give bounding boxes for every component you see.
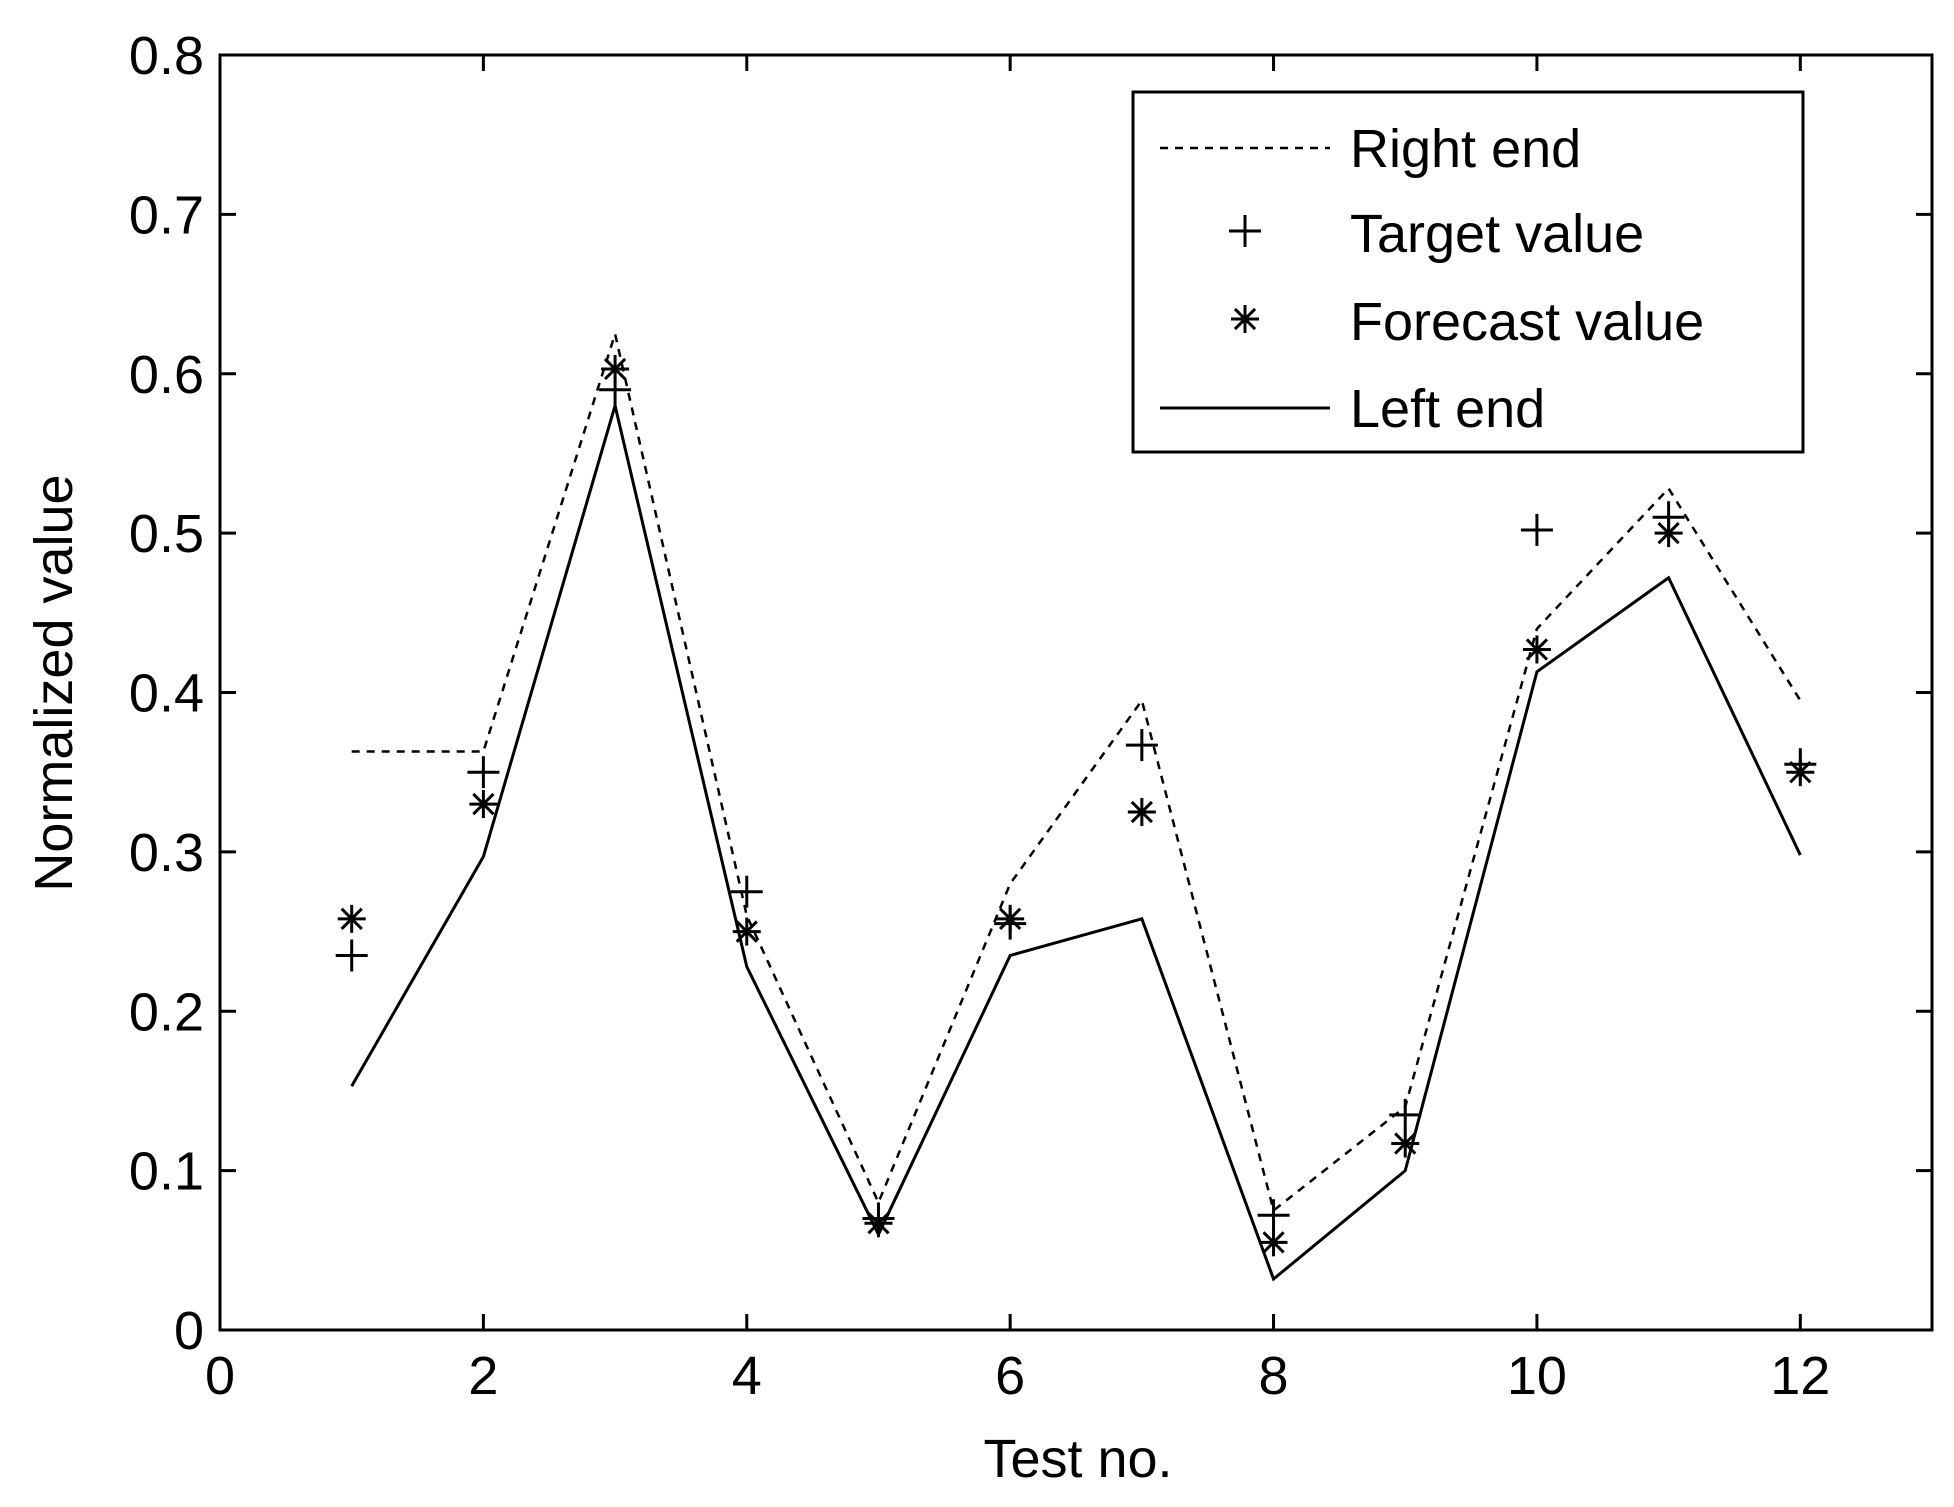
y-tick-label: 0.4 [129,664,204,724]
marker-forecast-value [1655,519,1683,547]
legend: Right end Target value Forecast value Left … [1133,92,1803,452]
marker-forecast-value [1523,635,1551,663]
y-tick-label: 0.7 [129,185,204,245]
y-tick-label: 0.2 [129,982,204,1042]
x-tick-label: 0 [205,1346,235,1406]
x-axis-title: Test no. [983,1429,1172,1489]
legend-swatch [1231,305,1259,333]
marker-forecast-value [469,790,497,818]
y-tick-label: 0.6 [129,345,204,405]
legend-label: Forecast value [1350,292,1704,352]
x-tick-label: 10 [1507,1346,1567,1406]
y-axis-title: Normalized value [24,474,84,891]
legend-label: Left end [1350,379,1545,439]
legend-label: Target value [1350,204,1644,264]
y-tick-label: 0.3 [129,823,204,883]
marker-forecast-value [338,905,366,933]
marker-forecast-value [601,355,629,383]
y-tick-label: 0.5 [129,504,204,564]
marker-forecast-value [996,905,1024,933]
legend-label: Right end [1350,119,1581,179]
y-tick-label: 0 [174,1301,204,1361]
x-tick-label: 2 [468,1346,498,1406]
y-tick-label: 0.8 [129,26,204,86]
y-tick-label: 0.1 [129,1142,204,1202]
x-tick-label: 12 [1770,1346,1830,1406]
x-tick-label: 8 [1259,1346,1289,1406]
x-tick-label: 4 [732,1346,762,1406]
marker-forecast-value [1128,798,1156,826]
marker-forecast-value [1786,758,1814,786]
x-tick-label: 6 [995,1346,1025,1406]
